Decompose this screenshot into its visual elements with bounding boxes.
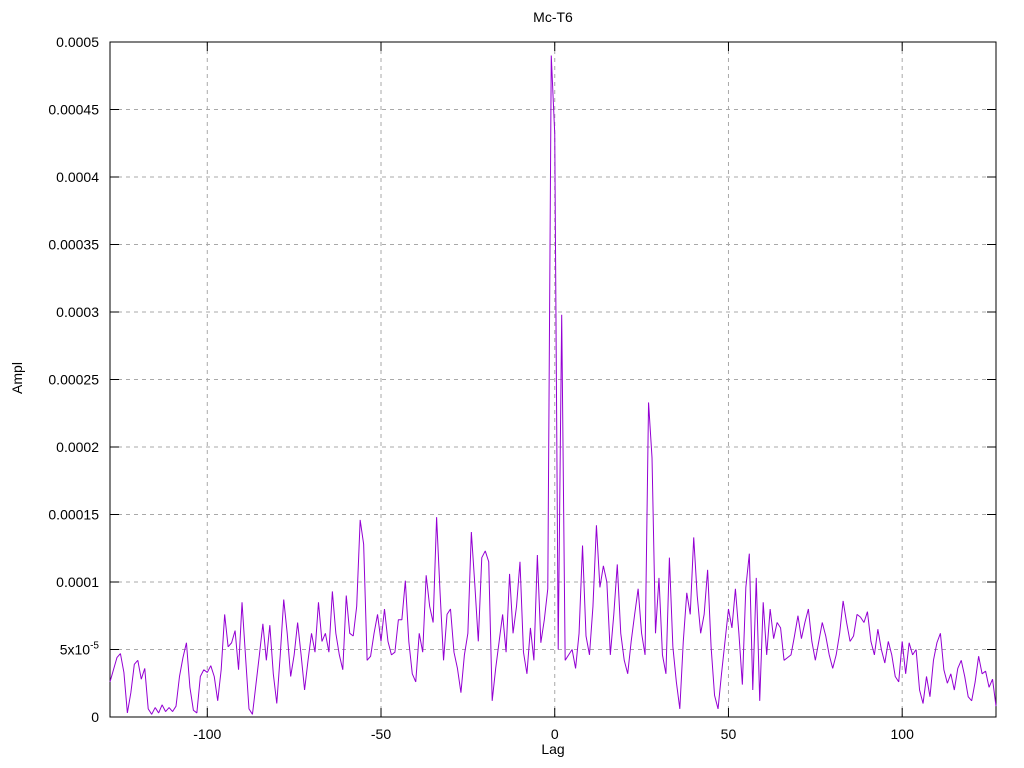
y-tick-label: 0.00035: [48, 237, 99, 253]
data-line: [109, 55, 997, 715]
y-tick-label: 0.0005: [56, 34, 99, 50]
x-tick-label: -100: [193, 726, 221, 742]
x-tick-label: 100: [891, 726, 915, 742]
y-tick-label: 0.0003: [56, 304, 99, 320]
x-tick-label: 50: [721, 726, 737, 742]
y-tick-label: 0.00045: [48, 102, 99, 118]
x-tick-label: 0: [551, 726, 559, 742]
y-tick-label: 0: [91, 709, 99, 725]
y-tick-label: 0.00015: [48, 507, 99, 523]
y-tick-label: 5x10-5: [60, 641, 100, 658]
x-axis-label: Lag: [541, 741, 565, 757]
y-tick-label: 0.0001: [56, 574, 99, 590]
y-tick-label: 0.0002: [56, 439, 99, 455]
chart-title: Mc-T6: [533, 9, 573, 25]
x-tick-label: -50: [371, 726, 391, 742]
y-tick-label: 0.00025: [48, 372, 99, 388]
y-tick-label: 0.0004: [56, 169, 99, 185]
